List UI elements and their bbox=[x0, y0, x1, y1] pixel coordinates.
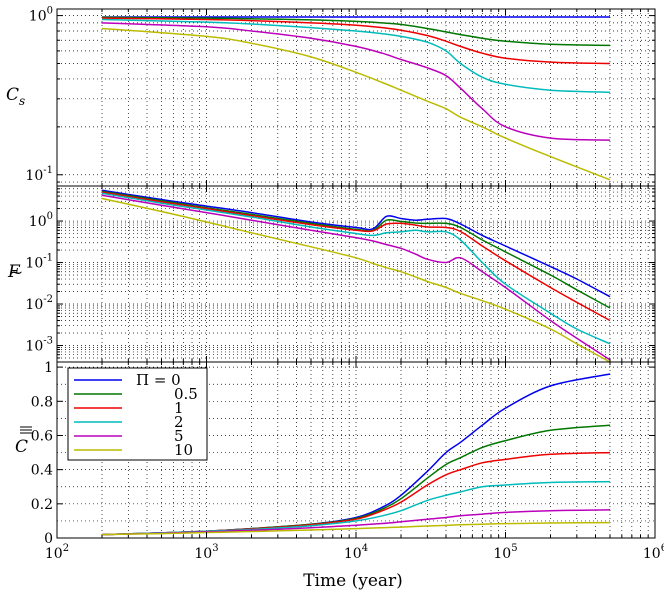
y-tick-label: 10-1 bbox=[25, 253, 53, 272]
x-tick-label: 104 bbox=[344, 543, 368, 562]
x-tick-label: 103 bbox=[194, 543, 218, 562]
legend-box bbox=[67, 367, 208, 461]
y-tick-label: 100 bbox=[29, 211, 53, 230]
y-label-cs: Cs bbox=[6, 85, 25, 108]
y-label-f: ~ F bbox=[7, 262, 23, 283]
legend-label: Π = 0 bbox=[136, 371, 181, 389]
c-series bbox=[101, 373, 611, 536]
cs-series bbox=[101, 16, 611, 181]
y-tick-label: 10-1 bbox=[25, 165, 53, 184]
f-series bbox=[101, 189, 611, 362]
series-line-cs-3 bbox=[101, 18, 611, 93]
y-tick-label: 0.6 bbox=[31, 428, 53, 444]
svg-text:C: C bbox=[15, 437, 28, 457]
legend-label: 2 bbox=[174, 413, 184, 431]
legend-label: 10 bbox=[174, 441, 193, 459]
panel-f: 100 10-1 10-2 10-3 bbox=[25, 185, 656, 363]
svg-text:F: F bbox=[7, 262, 21, 282]
x-tick-label: 105 bbox=[493, 543, 517, 562]
series-line-cs-1 bbox=[101, 16, 611, 47]
series-line-cs-2 bbox=[101, 17, 611, 65]
series-line-f-4 bbox=[101, 194, 611, 361]
y-label-c: C bbox=[15, 426, 32, 457]
series-line-f-1 bbox=[101, 190, 611, 309]
series-line-c-4 bbox=[101, 509, 611, 536]
cs-ticks: 100 10-1 bbox=[25, 6, 656, 187]
y-tick-label: 0.2 bbox=[31, 497, 53, 513]
panel-cs: 100 10-1 bbox=[25, 6, 656, 187]
series-line-cs-4 bbox=[101, 22, 611, 141]
series-line-cs-5 bbox=[101, 27, 611, 181]
legend-label: 1 bbox=[174, 399, 184, 417]
series-line-f-2 bbox=[101, 191, 611, 322]
y-tick-label: 0.8 bbox=[31, 394, 53, 410]
series-line-c-5 bbox=[101, 521, 611, 536]
y-tick-label: 1 bbox=[44, 360, 53, 376]
x-tick-label: 102 bbox=[45, 543, 69, 562]
y-tick-label: 10-2 bbox=[25, 294, 53, 313]
svg-text:~: ~ bbox=[9, 263, 23, 283]
series-line-f-5 bbox=[101, 197, 611, 362]
x-tick-label: 106 bbox=[643, 543, 664, 562]
plot-frame bbox=[56, 361, 656, 539]
y-tick-label: 100 bbox=[29, 6, 53, 25]
x-axis-label: Time (year) bbox=[303, 571, 403, 591]
legend-label: 5 bbox=[174, 427, 184, 445]
y-tick-label: 10-3 bbox=[25, 335, 53, 354]
f-ticks: 100 10-1 10-2 10-3 bbox=[25, 185, 656, 363]
y-tick-label: 0.4 bbox=[31, 463, 53, 479]
series-line-f-0 bbox=[101, 189, 611, 298]
cs-grid bbox=[56, 9, 655, 186]
y-tick-label: 0 bbox=[44, 531, 53, 547]
legend-label: 0.5 bbox=[174, 385, 198, 403]
series-line-f-3 bbox=[101, 192, 611, 345]
c-grid bbox=[56, 362, 655, 538]
